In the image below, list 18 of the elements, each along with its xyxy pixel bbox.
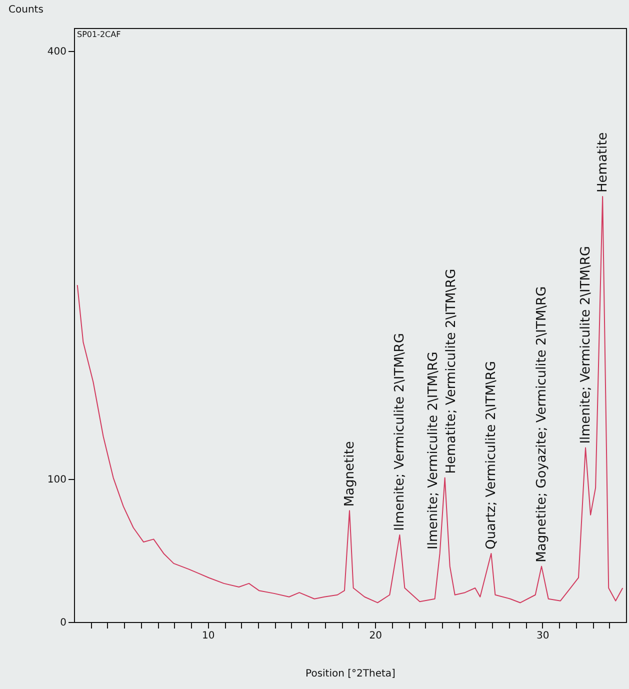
annotation: SP01-2CAF bbox=[77, 30, 122, 39]
annotation: Hematite; Vermiculite 2\ITM\RG bbox=[444, 268, 459, 474]
y-tick-label: 400 bbox=[47, 46, 66, 58]
annotation: Hematite bbox=[596, 132, 611, 192]
x-tick-label: 10 bbox=[202, 630, 215, 642]
y-tick-label: 100 bbox=[47, 474, 66, 486]
annotation: Quartz; Vermiculite 2\ITM\RG bbox=[484, 360, 500, 550]
annotation: Ilmenite; Vermiculite 2\ITM\RG bbox=[578, 246, 594, 444]
y-axis-title: Counts bbox=[8, 4, 44, 16]
annotation: Magnetite; Goyazite; Vermiculite 2\ITM\RG bbox=[534, 286, 550, 562]
x-tick-label: 30 bbox=[536, 630, 550, 642]
y-tick-label: 0 bbox=[60, 618, 66, 628]
annotation: Magnetite bbox=[342, 441, 358, 507]
x-tick-label: 20 bbox=[369, 630, 382, 642]
line-series bbox=[76, 196, 624, 604]
annotation: Ilmenite; Vermiculite 2\ITM\RG bbox=[426, 352, 441, 550]
x-axis-title: Position [°2Theta] bbox=[306, 668, 396, 680]
annotation: Ilmenite; Vermiculite 2\ITM\RG bbox=[392, 333, 408, 531]
